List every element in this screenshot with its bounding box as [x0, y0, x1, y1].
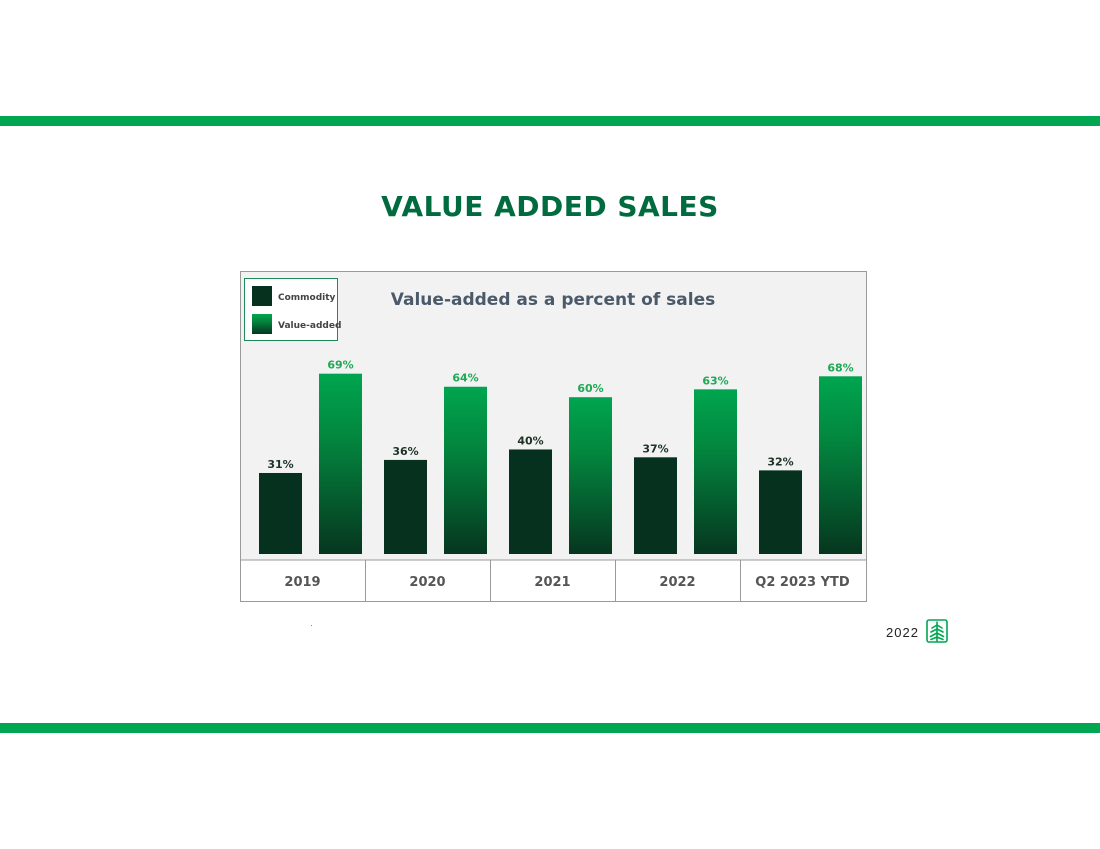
category-label-2: 2021	[534, 575, 570, 590]
bar-commodity-4	[759, 470, 802, 554]
bar-commodity-0	[259, 472, 302, 554]
bar-value-added-3	[694, 389, 737, 554]
legend-swatch-value-added	[252, 314, 272, 334]
page-title: VALUE ADDED SALES	[381, 190, 719, 223]
data-label-value-added-0: 69%	[327, 359, 353, 372]
chart-svg: Commodity Value-added Value-added as a p…	[240, 271, 867, 602]
bottom-accent-band	[0, 723, 1100, 733]
category-axis: 2019 2020 2021 2022 Q2 2023 YTD	[284, 560, 850, 602]
bars: 31% 69% 36% 64% 40% 60% 37% 63% 32% 68%	[259, 359, 862, 554]
category-label-3: 2022	[659, 575, 695, 590]
category-label-4: Q2 2023 YTD	[755, 575, 850, 590]
data-label-value-added-2: 60%	[577, 382, 603, 395]
data-label-commodity-3: 37%	[642, 442, 668, 455]
legend: Commodity Value-added	[244, 278, 341, 341]
legend-label-commodity: Commodity	[278, 293, 336, 303]
chart-title: Value-added as a percent of sales	[391, 290, 715, 310]
legend-swatch-commodity	[252, 286, 272, 306]
top-accent-band	[0, 116, 1100, 126]
footer-year: 2022	[886, 625, 919, 640]
bar-commodity-1	[384, 459, 427, 554]
category-label-1: 2020	[409, 575, 445, 590]
bar-value-added-2	[569, 397, 612, 554]
tree-logo-icon	[926, 619, 948, 643]
data-label-value-added-1: 64%	[452, 372, 478, 385]
data-label-value-added-4: 68%	[827, 361, 853, 374]
bar-value-added-4	[819, 376, 862, 554]
stray-mark	[311, 625, 312, 626]
category-label-0: 2019	[284, 575, 320, 590]
data-label-commodity-2: 40%	[517, 434, 543, 447]
bar-commodity-3	[634, 457, 677, 554]
legend-label-value-added: Value-added	[278, 321, 341, 331]
data-label-commodity-4: 32%	[767, 455, 793, 468]
bar-commodity-2	[509, 449, 552, 554]
data-label-commodity-1: 36%	[392, 445, 418, 458]
bar-value-added-1	[444, 386, 487, 554]
chart: Commodity Value-added Value-added as a p…	[240, 271, 867, 602]
data-label-value-added-3: 63%	[702, 374, 728, 387]
bar-value-added-0	[319, 373, 362, 554]
data-label-commodity-0: 31%	[267, 458, 293, 471]
